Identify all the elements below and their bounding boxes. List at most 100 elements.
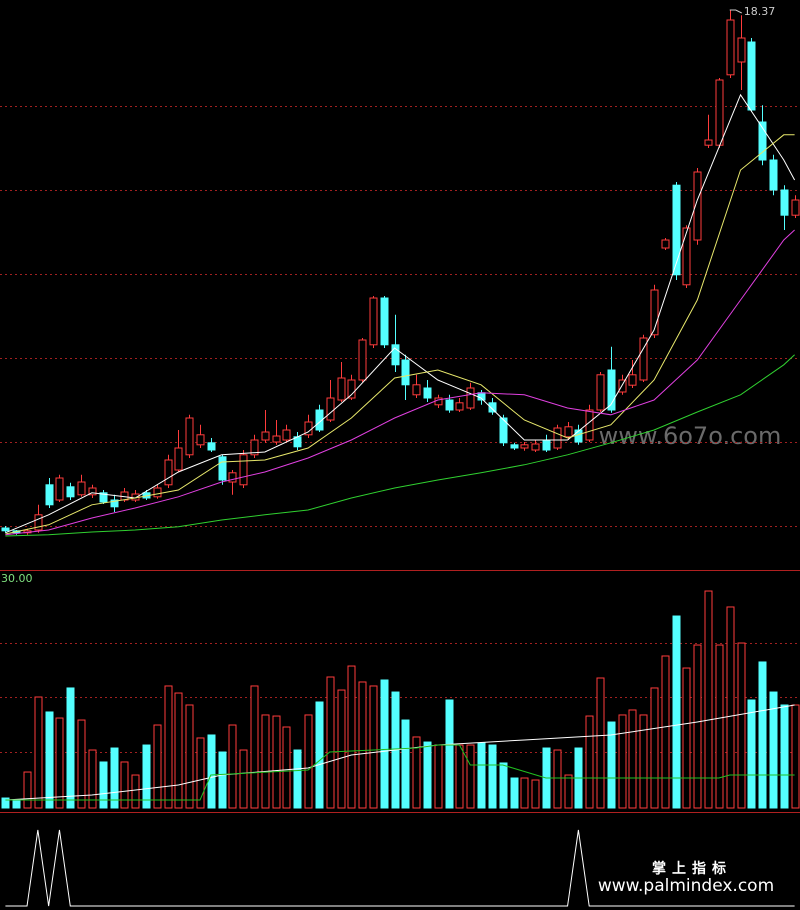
candle-body xyxy=(218,456,227,481)
candle-body xyxy=(250,439,259,456)
volume-bar xyxy=(650,687,659,809)
volume-bar xyxy=(412,736,421,809)
candle-body xyxy=(639,337,648,381)
volume-bar xyxy=(585,715,594,809)
candle-body xyxy=(369,297,378,346)
candle-body xyxy=(282,429,291,441)
brand-url: www.palmindex.com xyxy=(598,876,774,896)
volume-bar xyxy=(477,742,486,809)
max-label: 18.37 xyxy=(744,5,776,18)
volume-bar xyxy=(564,774,573,809)
candle-body xyxy=(153,487,162,498)
volume-bar xyxy=(531,779,540,809)
volume-bar xyxy=(153,724,162,809)
volume-bar xyxy=(23,771,32,809)
volume-bar xyxy=(164,685,173,809)
volume-bar xyxy=(196,737,205,809)
volume-bar xyxy=(499,762,508,809)
moving-average xyxy=(5,354,795,537)
watermark: www.6o7o.com xyxy=(599,422,782,450)
volume-bar xyxy=(780,704,789,809)
candle-body xyxy=(520,444,529,449)
candle-body xyxy=(758,121,767,161)
volume-bar xyxy=(672,615,681,809)
max-marker xyxy=(729,9,742,14)
volume-bar xyxy=(228,724,237,809)
volume-bar xyxy=(434,744,443,809)
volume-bar xyxy=(423,741,432,809)
volume-bar xyxy=(466,744,475,809)
candle-body xyxy=(682,227,691,286)
volume-bar xyxy=(282,726,291,809)
candle-body xyxy=(34,514,43,531)
candle-body xyxy=(466,387,475,409)
candle-body xyxy=(618,379,627,393)
candle-body xyxy=(380,297,389,346)
volume-bar xyxy=(661,655,670,809)
volume-bar xyxy=(337,689,346,809)
candle-body xyxy=(704,139,713,146)
candle-body xyxy=(780,189,789,216)
candle-body xyxy=(55,477,64,501)
candle-body xyxy=(499,417,508,444)
volume-bar xyxy=(747,699,756,809)
candle-body xyxy=(715,79,724,146)
candle-body xyxy=(358,339,367,381)
volume-bar xyxy=(239,749,248,809)
volume-bar xyxy=(769,691,778,809)
volume-bar xyxy=(488,744,497,809)
candle-body xyxy=(196,434,205,446)
candle-body xyxy=(1,527,10,532)
volume-bar xyxy=(596,677,605,809)
volume-bar xyxy=(726,606,735,809)
volume-bar xyxy=(142,744,151,809)
candle-body xyxy=(174,447,183,471)
candle-body xyxy=(650,289,659,336)
volume-bar xyxy=(628,709,637,809)
candle-body xyxy=(596,374,605,411)
candle-body xyxy=(531,443,540,451)
volume-bar xyxy=(682,667,691,809)
candle-body xyxy=(347,379,356,399)
moving-average xyxy=(5,229,795,536)
candle-body xyxy=(791,199,800,216)
volume-bar xyxy=(380,679,389,809)
volume-bar xyxy=(272,715,281,809)
signal-line xyxy=(5,829,795,907)
volume-bar xyxy=(553,749,562,809)
brand-name: 掌上指标 xyxy=(652,860,732,877)
candle-body xyxy=(737,37,746,63)
volume-bar xyxy=(326,676,335,809)
volume-bar xyxy=(250,685,259,809)
candle-body xyxy=(628,374,637,386)
volume-bar xyxy=(110,747,119,809)
candle-body xyxy=(553,427,562,449)
candle-body xyxy=(574,429,583,443)
candle-body xyxy=(66,486,75,498)
volume-bar xyxy=(445,699,454,809)
volume-bar xyxy=(66,687,75,809)
volume-bar xyxy=(737,642,746,809)
candle-body xyxy=(110,499,119,508)
candle-body xyxy=(542,439,551,451)
volume-bar xyxy=(1,797,10,809)
volume-bar xyxy=(791,704,800,809)
volume-bar xyxy=(758,661,767,809)
volume-bar xyxy=(185,704,194,809)
volume-bar xyxy=(607,721,616,809)
candle-body xyxy=(77,481,86,496)
moving-average xyxy=(5,93,796,534)
candle-body xyxy=(99,492,108,503)
candle-body xyxy=(510,444,519,449)
candle-body xyxy=(391,344,400,366)
candle-body xyxy=(423,387,432,399)
candle-body xyxy=(401,359,410,386)
candle-body xyxy=(488,402,497,413)
candle-body xyxy=(315,409,324,431)
candle-body xyxy=(607,369,616,411)
volume-bar xyxy=(401,719,410,809)
volume-bar xyxy=(293,749,302,809)
candle-body xyxy=(585,409,594,441)
candle-body xyxy=(564,426,573,438)
candle-body xyxy=(747,41,756,111)
